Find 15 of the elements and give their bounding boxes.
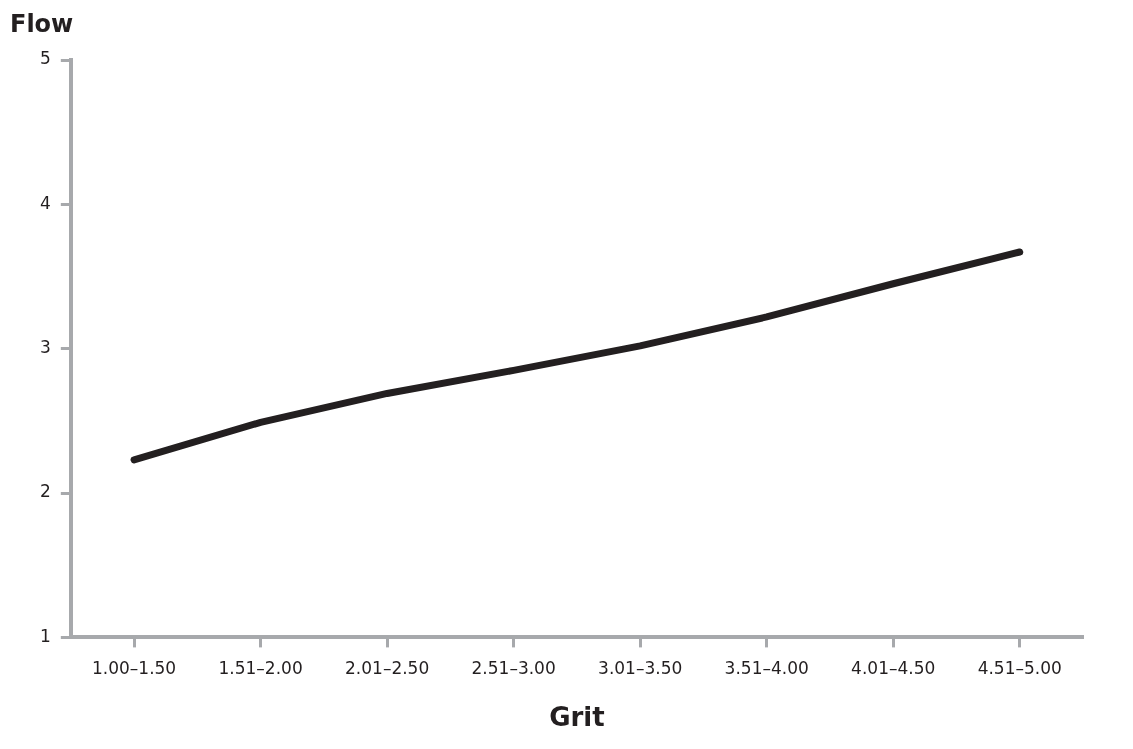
y-tick-label: 3 xyxy=(39,337,51,358)
y-axis-title: Flow xyxy=(10,10,74,38)
x-tick-label: 3.01–3.50 xyxy=(598,658,683,679)
x-tick-label: 4.01–4.50 xyxy=(851,658,936,679)
x-tick-label: 2.01–2.50 xyxy=(345,658,430,679)
x-tick-label: 2.51–3.00 xyxy=(471,658,556,679)
y-tick-label: 2 xyxy=(39,481,51,502)
y-tick-label: 4 xyxy=(39,192,51,213)
x-tick-label: 4.51–5.00 xyxy=(977,658,1062,679)
x-tick-label: 3.51–4.00 xyxy=(724,658,809,679)
x-tick-label: 1.00–1.50 xyxy=(91,658,177,679)
x-axis-title: Grit xyxy=(549,702,605,733)
y-tick-label: 1 xyxy=(39,625,51,646)
y-tick-label: 5 xyxy=(39,48,51,69)
x-tick-label: 1.51–2.00 xyxy=(218,658,303,679)
